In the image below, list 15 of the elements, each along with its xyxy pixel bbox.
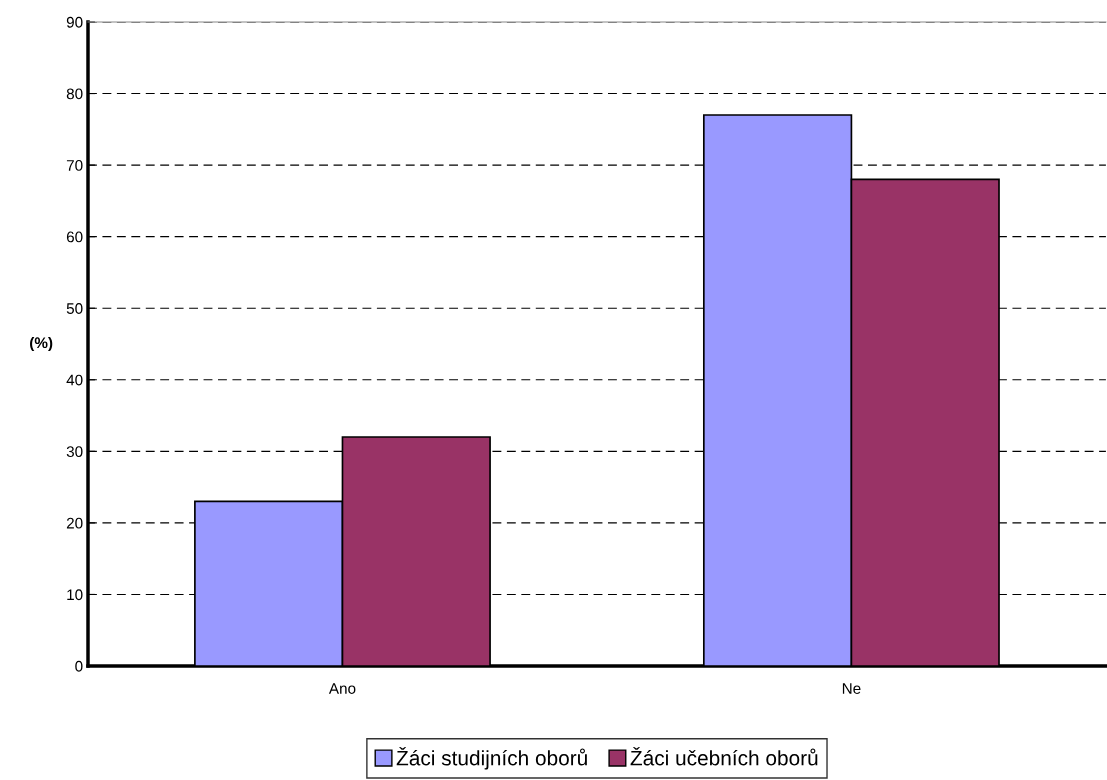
y-tick-label: 0 bbox=[75, 660, 83, 672]
y-tick-label: 20 bbox=[66, 517, 83, 529]
y-tick-label: 40 bbox=[66, 374, 83, 386]
y-tick-label: 90 bbox=[66, 16, 83, 28]
legend-label: Žáci studijních oborů bbox=[396, 747, 587, 770]
x-tick-label: Ano bbox=[328, 683, 356, 694]
y-tick-label: 70 bbox=[66, 159, 83, 171]
legend-label: Žáci učebních oborů bbox=[630, 747, 818, 766]
y-tick-label: 30 bbox=[66, 446, 83, 458]
y-axis-title: (%) bbox=[30, 336, 53, 352]
y-tick-label: 80 bbox=[66, 88, 83, 100]
x-tick-label: Ne bbox=[842, 683, 861, 694]
y-tick-label: 60 bbox=[66, 231, 83, 243]
y-tick-label: 50 bbox=[66, 303, 83, 314]
y-tick-label: 10 bbox=[67, 589, 83, 601]
